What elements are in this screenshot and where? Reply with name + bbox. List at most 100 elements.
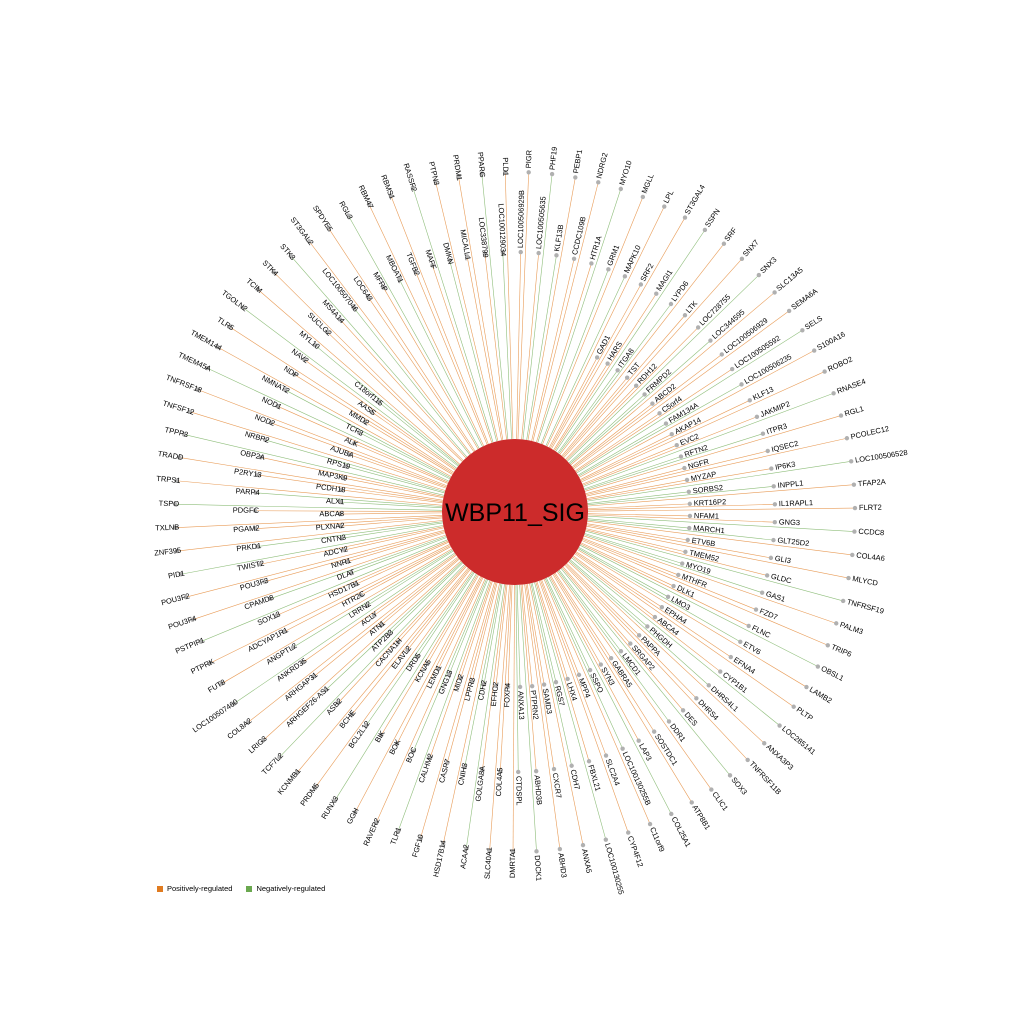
gene-node[interactable]: [772, 520, 777, 525]
gene-node[interactable]: [510, 849, 516, 855]
gene-node[interactable]: [636, 738, 641, 743]
gene-node[interactable]: [746, 623, 751, 629]
gene-node[interactable]: [771, 484, 776, 489]
gene-node[interactable]: [178, 572, 183, 577]
gene-node[interactable]: [481, 682, 487, 687]
gene-node[interactable]: [756, 272, 762, 278]
gene-node[interactable]: [549, 171, 555, 177]
hub-node[interactable]: [442, 439, 588, 585]
gene-node[interactable]: [682, 313, 688, 318]
gene-node[interactable]: [571, 256, 577, 261]
gene-node[interactable]: [379, 622, 384, 628]
gene-node[interactable]: [371, 613, 377, 618]
gene-node[interactable]: [410, 185, 416, 190]
gene-node[interactable]: [464, 846, 469, 851]
gene-node[interactable]: [573, 175, 578, 180]
gene-node[interactable]: [657, 411, 662, 416]
gene-node[interactable]: [580, 842, 586, 848]
gene-node[interactable]: [274, 613, 279, 618]
gene-node[interactable]: [339, 487, 344, 493]
gene-node[interactable]: [260, 738, 266, 743]
gene-node[interactable]: [683, 549, 688, 555]
gene-node[interactable]: [332, 798, 338, 803]
gene-node[interactable]: [356, 430, 362, 435]
gene-node[interactable]: [603, 753, 609, 758]
gene-node[interactable]: [338, 499, 343, 505]
gene-node[interactable]: [337, 511, 343, 517]
gene-node[interactable]: [253, 526, 258, 531]
gene-node[interactable]: [219, 681, 224, 686]
gene-node[interactable]: [682, 215, 688, 220]
gene-node[interactable]: [844, 436, 850, 441]
gene-node[interactable]: [267, 596, 273, 602]
gene-node[interactable]: [533, 768, 539, 774]
gene-node[interactable]: [338, 523, 343, 529]
gene-node[interactable]: [482, 251, 488, 256]
gene-node[interactable]: [374, 820, 379, 825]
gene-node[interactable]: [253, 490, 258, 496]
gene-node[interactable]: [665, 594, 671, 600]
gene-node[interactable]: [436, 667, 441, 672]
gene-node[interactable]: [187, 409, 193, 414]
gene-node[interactable]: [462, 764, 467, 770]
gene-node[interactable]: [464, 254, 470, 259]
gene-node[interactable]: [183, 594, 189, 600]
gene-node[interactable]: [764, 573, 770, 578]
gene-node[interactable]: [411, 749, 416, 754]
gene-node[interactable]: [376, 399, 381, 405]
gene-node[interactable]: [640, 194, 646, 200]
gene-node[interactable]: [668, 301, 674, 307]
gene-node[interactable]: [341, 547, 347, 553]
gene-node[interactable]: [608, 656, 614, 661]
gene-node[interactable]: [388, 193, 393, 198]
gene-node[interactable]: [638, 282, 644, 287]
gene-node[interactable]: [341, 475, 346, 481]
gene-node[interactable]: [413, 269, 418, 274]
gene-node[interactable]: [381, 285, 386, 290]
gene-node[interactable]: [364, 603, 370, 608]
gene-node[interactable]: [518, 249, 523, 255]
gene-node[interactable]: [754, 414, 760, 419]
gene-node[interactable]: [215, 344, 220, 350]
gene-node[interactable]: [645, 624, 650, 629]
gene-node[interactable]: [642, 392, 647, 397]
gene-node[interactable]: [405, 647, 410, 653]
gene-node[interactable]: [433, 179, 438, 184]
gene-node[interactable]: [351, 305, 357, 311]
gene-node[interactable]: [849, 459, 854, 464]
gene-node[interactable]: [306, 239, 312, 244]
gene-node[interactable]: [605, 361, 610, 366]
gene-node[interactable]: [387, 631, 392, 637]
gene-node[interactable]: [626, 830, 631, 835]
gene-node[interactable]: [765, 448, 770, 454]
gene-node[interactable]: [177, 455, 182, 460]
gene-node[interactable]: [615, 368, 620, 373]
gene-node[interactable]: [536, 250, 541, 256]
gene-node[interactable]: [815, 664, 821, 669]
gene-node[interactable]: [479, 171, 484, 176]
gene-node[interactable]: [498, 769, 503, 774]
gene-node[interactable]: [336, 700, 341, 705]
gene-node[interactable]: [500, 250, 505, 255]
gene-node[interactable]: [852, 505, 858, 511]
gene-node[interactable]: [470, 679, 475, 684]
gene-node[interactable]: [255, 472, 260, 478]
gene-node[interactable]: [394, 741, 400, 746]
gene-node[interactable]: [290, 645, 296, 650]
gene-node[interactable]: [586, 759, 592, 764]
gene-node[interactable]: [345, 559, 350, 564]
gene-node[interactable]: [721, 241, 727, 246]
gene-node[interactable]: [529, 683, 535, 689]
gene-node[interactable]: [800, 328, 805, 333]
gene-node[interactable]: [258, 455, 264, 460]
gene-node[interactable]: [706, 683, 711, 688]
gene-node[interactable]: [430, 263, 435, 268]
gene-node[interactable]: [346, 213, 351, 218]
gene-node[interactable]: [628, 641, 633, 646]
gene-node[interactable]: [762, 741, 767, 746]
gene-node[interactable]: [173, 525, 178, 530]
gene-node[interactable]: [397, 276, 402, 282]
gene-node[interactable]: [753, 607, 759, 612]
gene-node[interactable]: [493, 683, 499, 689]
gene-node[interactable]: [768, 555, 774, 561]
